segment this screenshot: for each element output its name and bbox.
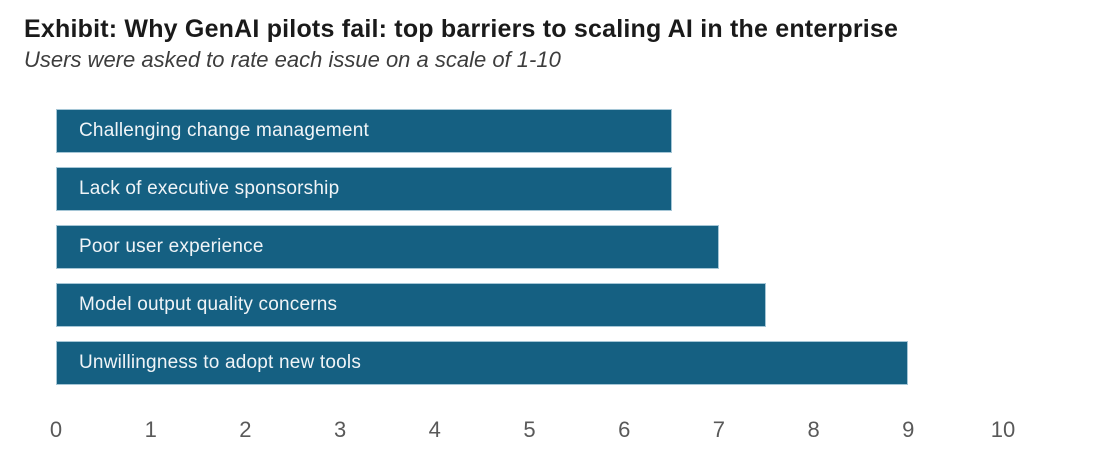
- x-axis-tick-label: 0: [49, 417, 63, 442]
- chart-title: Exhibit: Why GenAI pilots fail: top barr…: [24, 15, 899, 43]
- x-axis-tick-label: 9: [902, 417, 915, 442]
- bar-chart: Challenging change management Lack of exe…: [50, 109, 1015, 445]
- bar: Poor user experience: [56, 225, 719, 269]
- bar-category-label: Challenging change management: [79, 120, 369, 141]
- x-axis-tick-label: 3: [333, 417, 347, 442]
- x-axis-tick-label: 8: [807, 417, 820, 442]
- bar-category-label: Poor user experience: [79, 236, 264, 257]
- bar: Lack of executive sponsorship: [56, 167, 672, 211]
- bar: Model output quality concerns: [56, 283, 767, 327]
- chart-header: Exhibit: Why GenAI pilots fail: top barr…: [0, 0, 1094, 74]
- x-axis-tick-label: 1: [144, 417, 157, 442]
- bar: Unwillingness to adopt new tools: [56, 341, 909, 385]
- bar-category-label: Model output quality concerns: [79, 294, 338, 315]
- bar-category-label: Lack of executive sponsorship: [79, 178, 340, 199]
- x-axis-tick-label: 6: [618, 417, 631, 442]
- bar-category-label: Unwillingness to adopt new tools: [79, 352, 362, 373]
- x-axis: 0 1 2 3 4 5 6 7 8 9 10: [50, 411, 1015, 445]
- bar-series: Challenging change management Lack of exe…: [56, 109, 1003, 399]
- chart-subtitle: Users were asked to rate each issue on a…: [24, 47, 561, 72]
- bar: Challenging change management: [56, 109, 672, 153]
- x-axis-tick-label: 5: [523, 417, 536, 442]
- x-axis-tick-label: 4: [428, 417, 441, 442]
- x-axis-tick-label: 10: [990, 417, 1016, 442]
- x-axis-tick-label: 2: [239, 417, 252, 442]
- x-axis-tick-label: 7: [712, 417, 726, 442]
